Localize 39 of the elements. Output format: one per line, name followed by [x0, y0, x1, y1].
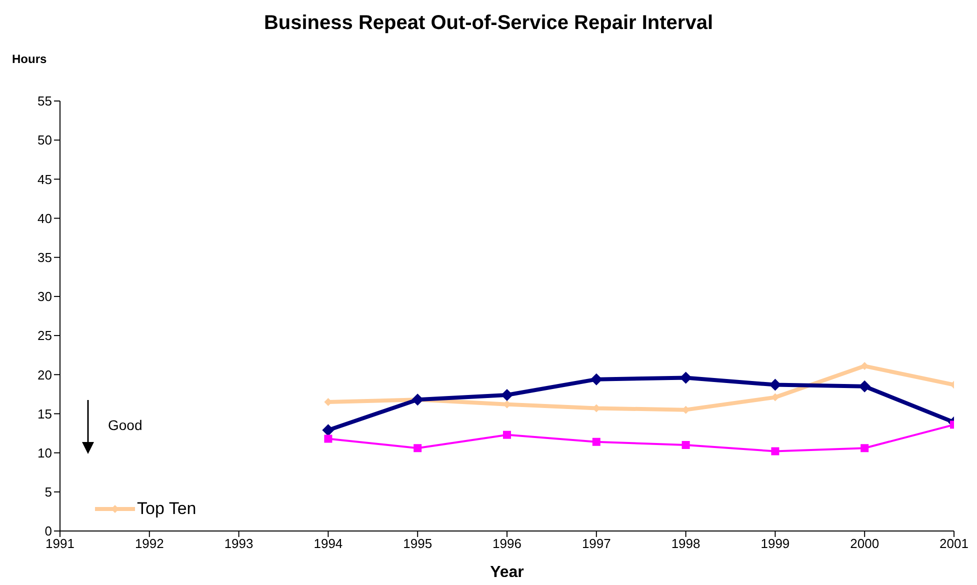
y-tick-label: 30 — [38, 289, 52, 304]
y-tick-label: 25 — [38, 328, 52, 344]
y-tick-label: 20 — [38, 367, 52, 382]
x-tick-label: 2001 — [940, 536, 968, 552]
x-tick-label: 1994 — [314, 536, 343, 552]
point — [771, 447, 780, 456]
legend-label: Top Ten — [137, 499, 196, 519]
x-tick-label: 1997 — [582, 536, 611, 552]
x-tick-label: 1991 — [46, 536, 74, 552]
point — [858, 380, 871, 392]
point — [324, 434, 332, 443]
x-axis-title: Year — [490, 564, 524, 581]
annotation: Good — [108, 417, 142, 433]
point — [860, 444, 869, 452]
x-tick-label: 1996 — [492, 536, 522, 552]
y-tick-label: 45 — [38, 172, 52, 187]
x-tick-label: 1999 — [760, 536, 790, 552]
y-tick-label: 5 — [44, 484, 52, 500]
y-tick-label: 35 — [38, 250, 52, 265]
y-tick-label: 0 — [44, 524, 52, 539]
point — [590, 373, 602, 386]
y-tick-label: 55 — [38, 94, 52, 109]
point — [501, 388, 513, 401]
x-tick-label: 1998 — [671, 536, 700, 552]
point — [414, 444, 422, 452]
y-tick-label: 40 — [38, 210, 52, 226]
point — [682, 441, 690, 449]
point — [592, 438, 600, 446]
y-tick-label: 50 — [38, 132, 52, 148]
x-tick-label: 1995 — [403, 536, 432, 552]
y-tick-label: 10 — [38, 445, 52, 460]
point — [503, 430, 511, 439]
chart-title: Business Repeat Out-of-Service Repair Interval — [262, 12, 714, 35]
x-tick-label: 2000 — [850, 536, 880, 552]
x-tick-label: 1993 — [224, 536, 254, 552]
y-axis-title: Hours — [12, 52, 47, 66]
y-tick-label: 15 — [38, 406, 52, 422]
point — [322, 424, 334, 436]
x-tick-label: 1992 — [134, 536, 164, 552]
